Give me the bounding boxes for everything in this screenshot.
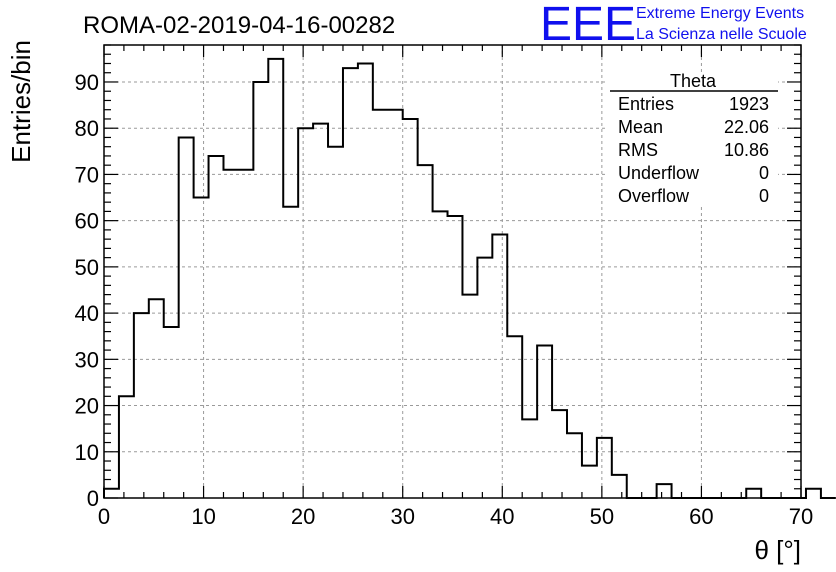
x-tick-label: 70 bbox=[789, 504, 813, 529]
x-axis-title: θ [°] bbox=[754, 535, 801, 565]
plot-frame bbox=[103, 44, 802, 499]
stats-value: 0 bbox=[759, 163, 769, 183]
y-tick-label: 70 bbox=[75, 162, 99, 187]
eee-logo-icon: EEE bbox=[540, 0, 636, 51]
y-tick-label: 90 bbox=[75, 70, 99, 95]
chart-title: ROMA-02-2019-04-16-00282 bbox=[83, 12, 395, 39]
y-tick-label: 30 bbox=[75, 347, 99, 372]
y-tick-label: 40 bbox=[75, 301, 99, 326]
y-tick-label: 80 bbox=[75, 116, 99, 141]
y-tick-label: 20 bbox=[75, 394, 99, 419]
stats-value: 10.86 bbox=[724, 140, 769, 160]
x-tick-label: 60 bbox=[689, 504, 713, 529]
x-tick-label: 30 bbox=[390, 504, 414, 529]
stats-value: 1923 bbox=[729, 94, 769, 114]
x-tick-label: 0 bbox=[98, 504, 110, 529]
stats-box-background bbox=[608, 75, 778, 207]
logo-line-1: Extreme Energy Events bbox=[636, 5, 804, 22]
x-tick-label: 10 bbox=[191, 504, 215, 529]
y-tick-label: 0 bbox=[87, 486, 99, 511]
logo-line-2: La Scienza nelle Scuole bbox=[636, 26, 807, 43]
axis-tick-labels: 0 10 20 30 40 50 60 70 0 10 20 30 40 50 60 70 80 90 bbox=[75, 70, 814, 529]
stats-box: Theta Entries 1923 Mean 22.06 RMS 10.86 Underf… bbox=[608, 71, 778, 207]
y-tick-label: 50 bbox=[75, 255, 99, 280]
stats-value: 22.06 bbox=[724, 117, 769, 137]
stats-header: Theta bbox=[670, 71, 717, 91]
axis-ticks bbox=[103, 44, 802, 499]
y-tick-label: 10 bbox=[75, 440, 99, 465]
stats-rows: Entries 1923 Mean 22.06 RMS 10.86 Underflow 0 Ov… bbox=[618, 94, 769, 206]
stats-label: Underflow bbox=[618, 163, 700, 183]
stats-label: Mean bbox=[618, 117, 663, 137]
stats-label: RMS bbox=[618, 140, 658, 160]
stats-label: Entries bbox=[618, 94, 674, 114]
y-axis-title: Entries/bin bbox=[6, 40, 36, 163]
stats-label: Overflow bbox=[618, 186, 690, 206]
x-tick-label: 20 bbox=[291, 504, 315, 529]
x-tick-label: 50 bbox=[590, 504, 614, 529]
stats-value: 0 bbox=[759, 186, 769, 206]
x-tick-label: 40 bbox=[490, 504, 514, 529]
grid-lines bbox=[104, 45, 801, 498]
y-tick-label: 60 bbox=[75, 209, 99, 234]
